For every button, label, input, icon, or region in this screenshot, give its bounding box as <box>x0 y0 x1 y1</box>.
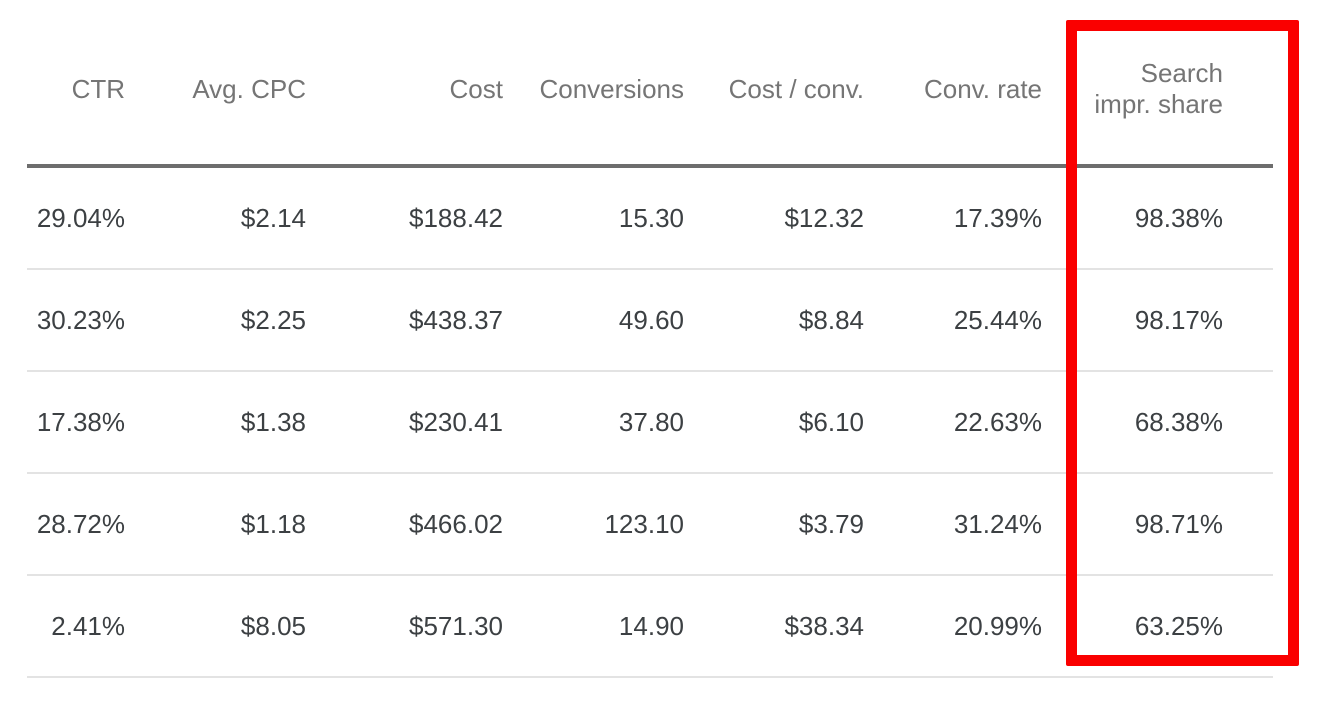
metrics-table: CTR Avg. CPC Cost Conversions Cost / con… <box>27 0 1273 678</box>
table-cell: 14.90 <box>503 575 684 678</box>
table-cell: $2.14 <box>125 166 306 270</box>
table-cell: 37.80 <box>503 371 684 474</box>
table-cell: 30.23% <box>27 269 125 372</box>
table-cell: $3.79 <box>684 473 864 576</box>
table-cell: $8.05 <box>125 575 306 678</box>
table-row: 28.72% $1.18 $466.02 123.10 $3.79 31.24%… <box>27 473 1273 576</box>
table-cell: 17.39% <box>864 166 1042 270</box>
table-cell: 123.10 <box>503 473 684 576</box>
column-header-search-impr-share[interactable]: Search impr. share <box>1042 0 1273 168</box>
table-row: 30.23% $2.25 $438.37 49.60 $8.84 25.44% … <box>27 269 1273 372</box>
table-cell: $466.02 <box>306 473 503 576</box>
column-header-conv-rate[interactable]: Conv. rate <box>864 0 1042 168</box>
table-cell: $6.10 <box>684 371 864 474</box>
table-cell: $1.18 <box>125 473 306 576</box>
table-cell: 29.04% <box>27 166 125 270</box>
table-cell-search-impr-share: 68.38% <box>1042 371 1273 474</box>
table-cell: $38.34 <box>684 575 864 678</box>
table-cell: 20.99% <box>864 575 1042 678</box>
table-cell-search-impr-share: 98.71% <box>1042 473 1273 576</box>
table-cell: 22.63% <box>864 371 1042 474</box>
table-cell: $12.32 <box>684 166 864 270</box>
header-line-2: impr. share <box>1094 89 1223 119</box>
table-row: 29.04% $2.14 $188.42 15.30 $12.32 17.39%… <box>27 166 1273 270</box>
table-cell: $8.84 <box>684 269 864 372</box>
table-cell: 17.38% <box>27 371 125 474</box>
table-row: 17.38% $1.38 $230.41 37.80 $6.10 22.63% … <box>27 371 1273 474</box>
header-row: CTR Avg. CPC Cost Conversions Cost / con… <box>27 0 1273 168</box>
table-cell: $438.37 <box>306 269 503 372</box>
table-cell: $188.42 <box>306 166 503 270</box>
column-header-avg-cpc[interactable]: Avg. CPC <box>125 0 306 168</box>
table-cell: $2.25 <box>125 269 306 372</box>
table-cell: 31.24% <box>864 473 1042 576</box>
header-line-1: Search <box>1140 58 1223 88</box>
table-cell-search-impr-share: 63.25% <box>1042 575 1273 678</box>
column-header-conversions[interactable]: Conversions <box>503 0 684 168</box>
column-header-cost[interactable]: Cost <box>306 0 503 168</box>
table-cell: $1.38 <box>125 371 306 474</box>
table-cell: 49.60 <box>503 269 684 372</box>
table-cell: 25.44% <box>864 269 1042 372</box>
table-cell-search-impr-share: 98.17% <box>1042 269 1273 372</box>
column-header-ctr[interactable]: CTR <box>27 0 125 168</box>
table-cell: $571.30 <box>306 575 503 678</box>
table-cell: 2.41% <box>27 575 125 678</box>
table-cell: $230.41 <box>306 371 503 474</box>
table-cell: 15.30 <box>503 166 684 270</box>
table-cell-search-impr-share: 98.38% <box>1042 166 1273 270</box>
table-row: 2.41% $8.05 $571.30 14.90 $38.34 20.99% … <box>27 575 1273 678</box>
table-cell: 28.72% <box>27 473 125 576</box>
column-header-cost-per-conv[interactable]: Cost / conv. <box>684 0 864 168</box>
